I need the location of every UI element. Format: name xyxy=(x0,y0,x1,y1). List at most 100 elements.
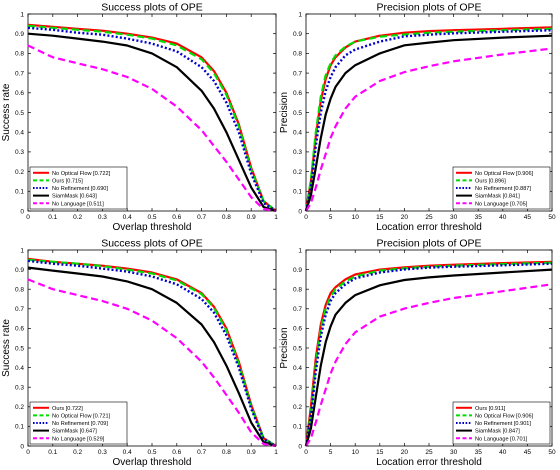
x-tick-label: 1 xyxy=(274,449,278,456)
series-line-1 xyxy=(304,26,553,212)
series-line-4 xyxy=(304,34,553,212)
y-tick-label: 1 xyxy=(298,247,302,254)
x-tick-label: 0.9 xyxy=(247,214,256,221)
y-tick-label: 0.9 xyxy=(293,31,302,38)
legend: No Optical Flow [0.906] Ours [0.896]No Re… xyxy=(452,166,551,210)
x-tick-label: 15 xyxy=(376,214,384,221)
x-tick-label: 40 xyxy=(499,214,507,221)
y-tick-label: 0.4 xyxy=(15,130,24,137)
y-tick-label: 0.9 xyxy=(15,267,24,274)
x-tick-label: 0.8 xyxy=(222,449,231,456)
series-line-4 xyxy=(304,268,553,447)
x-tick-label: 10 xyxy=(352,449,360,456)
legend-entry: Ours [0.715] xyxy=(52,179,83,185)
x-tick-label: 0.7 xyxy=(197,449,206,456)
x-tick-label: 35 xyxy=(475,214,483,221)
x-tick-label: 0 xyxy=(304,449,308,456)
legend-entry: No Optical Flow [0.906] xyxy=(475,171,534,177)
y-tick-label: 0.3 xyxy=(293,149,302,156)
y-tick-label: 0.8 xyxy=(15,287,24,294)
x-tick-label: 45 xyxy=(524,449,532,456)
series-line-3 xyxy=(304,29,553,212)
legend-entry: SiamMask [0.841] xyxy=(475,194,520,200)
x-tick-label: 5 xyxy=(329,449,333,456)
series-line-3 xyxy=(27,259,277,448)
y-tick-label: 0.5 xyxy=(293,110,302,117)
x-tick-label: 0.2 xyxy=(73,214,82,221)
x-axis-label: Overlap threshold xyxy=(113,222,192,233)
legend-entry: No Language [0.511] xyxy=(52,201,104,207)
x-tick-label: 5 xyxy=(329,214,333,221)
y-axis-label: Success rate xyxy=(1,319,12,377)
series-line-4 xyxy=(27,266,277,448)
x-axis-label: Overlap threshold xyxy=(113,457,192,468)
series-line-3 xyxy=(304,262,553,447)
legend-entry: Ours [0.722] xyxy=(52,406,83,412)
x-tick-label: 20 xyxy=(401,214,409,221)
series-line-2 xyxy=(304,261,553,447)
legend-entry: No Refinement [0.901] xyxy=(475,421,531,427)
x-tick-label: 0 xyxy=(304,214,308,221)
y-tick-label: 0.1 xyxy=(293,424,302,431)
x-tick-label: 0.6 xyxy=(172,449,181,456)
x-tick-label: 0.9 xyxy=(247,449,256,456)
y-tick-label: 0.5 xyxy=(293,345,302,352)
x-tick-label: 0.5 xyxy=(147,214,156,221)
x-axis-label: Location error threshold xyxy=(376,222,482,233)
y-tick-label: 0.7 xyxy=(15,306,24,313)
chart-title: Precision plots of OPE xyxy=(376,238,481,250)
y-tick-label: 0.6 xyxy=(15,90,24,97)
x-tick-label: 0.4 xyxy=(123,449,132,456)
series-line-4 xyxy=(27,32,277,213)
legend-entry: Ours [0.911] xyxy=(475,406,506,412)
x-tick-label: 40 xyxy=(499,449,507,456)
x-tick-label: 15 xyxy=(376,449,384,456)
y-tick-label: 0.8 xyxy=(293,287,302,294)
legend-entry: No Language [0.701] xyxy=(475,436,528,442)
y-tick-label: 0.4 xyxy=(293,365,302,372)
y-tick-label: 0 xyxy=(298,443,302,450)
x-tick-label: 0.1 xyxy=(48,214,57,221)
x-tick-label: 0.3 xyxy=(98,214,107,221)
x-axis-label: Location error threshold xyxy=(376,457,482,468)
y-tick-label: 0.2 xyxy=(293,169,302,176)
y-tick-label: 0.2 xyxy=(15,169,24,176)
x-tick-label: 0.2 xyxy=(73,449,82,456)
y-tick-label: 0.7 xyxy=(15,70,24,77)
y-tick-label: 0.8 xyxy=(15,51,24,58)
legend-entry: SiamMask [0.847] xyxy=(475,429,520,435)
y-tick-label: 0.9 xyxy=(15,31,24,38)
y-tick-label: 0.3 xyxy=(293,385,302,392)
y-tick-label: 0.4 xyxy=(293,130,302,137)
x-tick-label: 0.3 xyxy=(98,449,107,456)
y-tick-label: 0.7 xyxy=(293,306,302,313)
legend-entry: No Refinement [0.887] xyxy=(475,186,531,192)
legend-entry: No Optical Flow [0.722] xyxy=(52,171,111,177)
legend-entry: No Language [0.529] xyxy=(52,436,105,442)
y-tick-label: 0.5 xyxy=(15,110,24,117)
chart-title: Precision plots of OPE xyxy=(376,2,481,14)
x-tick-label: 10 xyxy=(352,214,360,221)
chart-4: 0 5 10 15 20 25 30 35 40 45 50 0 0.1 0.2 0.3 0.4 0.5 0.6 0… xyxy=(279,238,556,469)
y-tick-label: 1 xyxy=(298,11,302,18)
chart-3: 0 0.1 0.2 0.3 0.4 0.5 0.6 0.7 0.8 0.9 1 0 0.1 0.2 0.3 0… xyxy=(1,238,278,469)
legend-entry: No Refinement [0.690] xyxy=(52,186,108,192)
legend-entry: Ours [0.896] xyxy=(475,179,506,185)
x-tick-label: 30 xyxy=(450,449,458,456)
y-tick-label: 0.3 xyxy=(15,385,24,392)
x-tick-label: 25 xyxy=(425,214,433,221)
x-tick-label: 1 xyxy=(274,214,278,221)
series-line-5 xyxy=(305,47,553,212)
legend-entry: SiamMask [0.647] xyxy=(52,429,97,435)
x-tick-label: 50 xyxy=(548,449,556,456)
legend: Ours [0.722] No Optical Flow [0.721]No Re… xyxy=(29,401,128,445)
y-tick-label: 1 xyxy=(20,11,24,18)
legend-entry: No Optical Flow [0.721] xyxy=(52,414,111,420)
series-line-5 xyxy=(27,278,277,448)
y-tick-label: 0 xyxy=(298,208,302,215)
y-tick-label: 0 xyxy=(20,443,24,450)
y-axis-label: Success rate xyxy=(1,83,12,141)
series-line-1 xyxy=(27,257,277,447)
legend-entry: No Refinement [0.709] xyxy=(52,421,108,427)
y-tick-label: 0.5 xyxy=(15,345,24,352)
